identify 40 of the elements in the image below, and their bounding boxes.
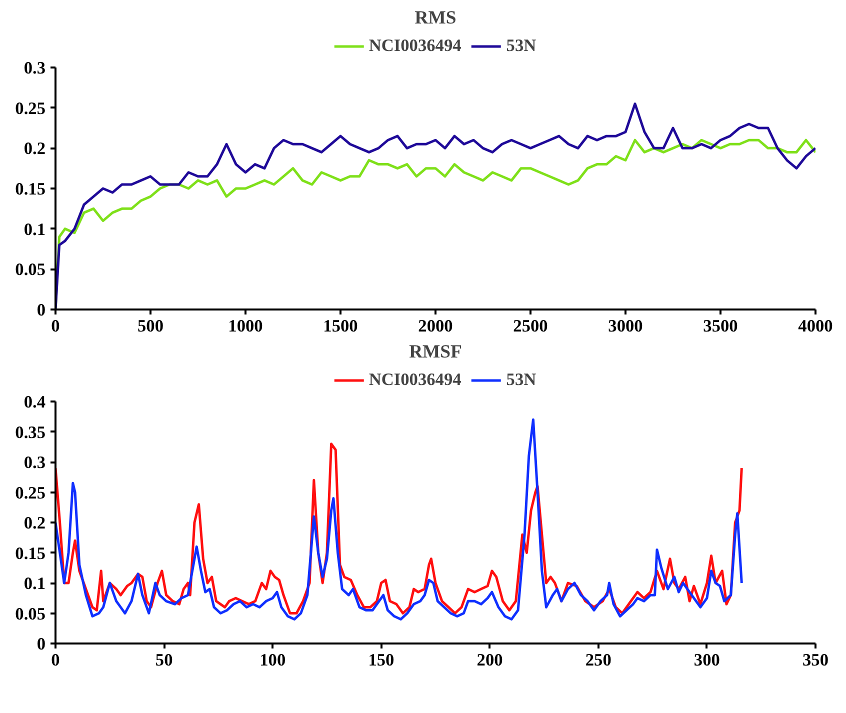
x-tick-label: 100 (260, 650, 286, 670)
x-tick-label: 150 (368, 650, 394, 670)
y-tick-label: 0.25 (15, 98, 46, 118)
x-tick-label: 0 (51, 316, 60, 336)
x-tick-label: 500 (138, 316, 164, 336)
y-tick-label: 0.05 (15, 260, 46, 280)
x-tick-label: 2500 (513, 316, 548, 336)
y-tick-label: 0.15 (15, 544, 46, 563)
y-tick-label: 0.4 (24, 392, 46, 412)
chart-title: RMSF (409, 342, 462, 362)
y-tick-label: 0.1 (24, 574, 46, 593)
x-tick-label: 3000 (608, 316, 643, 336)
y-tick-label: 0 (36, 634, 46, 654)
x-tick-label: 0 (51, 650, 60, 670)
x-tick-label: 1500 (323, 316, 358, 336)
chart-title: RMS (414, 8, 456, 28)
y-tick-label: 0.2 (24, 139, 46, 158)
y-tick-label: 0.2 (24, 514, 46, 532)
x-tick-label: 300 (694, 650, 720, 670)
x-tick-label: 250 (585, 650, 612, 670)
y-tick-label: 0.3 (24, 453, 46, 472)
x-tick-label: 200 (476, 650, 503, 670)
y-tick-label: 0.05 (15, 604, 46, 624)
legend-label: NCI0036494 (368, 36, 462, 56)
y-tick-label: 0.25 (15, 483, 46, 502)
x-tick-label: 2000 (418, 316, 453, 336)
x-tick-label: 350 (802, 650, 829, 670)
line-series (56, 418, 743, 621)
legend-label: NCI0036494 (368, 370, 462, 390)
y-tick-label: 0.3 (24, 58, 46, 78)
y-tick-label: 0.15 (15, 180, 46, 198)
x-tick-label: 4000 (798, 316, 833, 336)
x-tick-label: 1000 (228, 316, 263, 336)
y-tick-label: 0.35 (15, 422, 46, 442)
x-tick-label: 50 (155, 650, 173, 670)
y-tick-label: 0 (36, 300, 46, 320)
x-tick-label: 3500 (703, 316, 738, 336)
legend-label: 53N (506, 370, 536, 390)
y-tick-label: 0.1 (24, 220, 46, 239)
legend-label: 53N (506, 36, 536, 56)
